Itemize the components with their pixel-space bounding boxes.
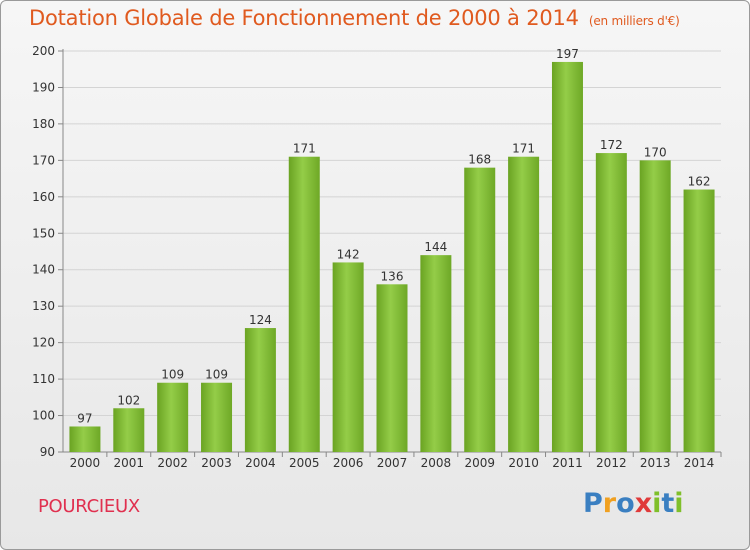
y-tick-label: 130 xyxy=(32,299,55,313)
data-label: 168 xyxy=(468,153,491,167)
x-tick-label: 2003 xyxy=(201,456,232,470)
data-label: 124 xyxy=(249,313,272,327)
y-tick-label: 90 xyxy=(40,445,55,459)
data-label: 171 xyxy=(512,142,535,156)
logo-letter: o xyxy=(616,488,635,519)
chart-units: (en milliers d'€) xyxy=(588,14,680,28)
x-tick-label: 2010 xyxy=(508,456,539,470)
x-tick-label: 2006 xyxy=(333,456,364,470)
bar xyxy=(376,284,408,452)
logo-letter: x xyxy=(634,488,653,519)
logo-letter: r xyxy=(602,488,617,519)
x-tick-label: 2004 xyxy=(245,456,276,470)
bar xyxy=(420,255,452,452)
data-label: 171 xyxy=(293,142,316,156)
x-tick-label: 2008 xyxy=(421,456,452,470)
logo-letter: i xyxy=(674,488,684,519)
logo-letter: t xyxy=(661,488,675,519)
x-tick-label: 2005 xyxy=(289,456,320,470)
data-label: 162 xyxy=(688,175,711,189)
bar xyxy=(113,408,145,452)
logo-letter: i xyxy=(652,488,662,519)
bars xyxy=(69,61,715,452)
bar xyxy=(332,262,364,452)
data-label: 102 xyxy=(117,393,140,407)
x-tick-label: 2002 xyxy=(157,456,188,470)
x-tick-label: 2001 xyxy=(114,456,145,470)
y-tick-labels: 90 100 110 120 130 140 150 160 170 180 190 200 xyxy=(32,44,55,459)
y-tick-label: 120 xyxy=(32,336,55,350)
x-tick-label: 2014 xyxy=(684,456,715,470)
data-labels: 97 102 109 109 124 171 142 136 144 168 171 197 172 17… xyxy=(77,47,710,426)
x-tick-labels: 2000 2001 2002 2003 2004 2005 2006 2007 2008 2009… xyxy=(70,456,715,470)
y-tick-label: 160 xyxy=(32,190,55,204)
bar xyxy=(683,189,715,452)
y-tick-label: 100 xyxy=(32,409,55,423)
x-tick-label: 2000 xyxy=(70,456,101,470)
bar xyxy=(201,382,233,452)
x-tick-label: 2007 xyxy=(377,456,408,470)
x-tick-label: 2012 xyxy=(596,456,627,470)
data-label: 97 xyxy=(77,411,92,425)
data-label: 144 xyxy=(424,240,447,254)
data-label: 136 xyxy=(381,269,404,283)
y-tick-label: 140 xyxy=(32,263,55,277)
x-tick-label: 2013 xyxy=(640,456,671,470)
y-tick-label: 190 xyxy=(32,80,55,94)
bar xyxy=(157,382,189,452)
bar xyxy=(551,61,583,452)
data-label: 197 xyxy=(556,47,579,61)
y-tick-label: 150 xyxy=(32,226,55,240)
y-tick-label: 110 xyxy=(32,372,55,386)
commune-name: POURCIEUX xyxy=(38,496,140,517)
logo-letter: P xyxy=(583,488,603,519)
x-tick-label: 2009 xyxy=(464,456,495,470)
y-tick-label: 200 xyxy=(32,44,55,58)
data-label: 142 xyxy=(337,247,360,261)
y-tick-label: 180 xyxy=(32,117,55,131)
bar xyxy=(464,167,496,452)
x-tick-label: 2011 xyxy=(552,456,583,470)
bar xyxy=(595,153,627,452)
bar xyxy=(639,160,671,452)
data-label: 109 xyxy=(205,368,228,382)
chart-title: Dotation Globale de Fonctionnement de 20… xyxy=(29,6,680,30)
data-label: 172 xyxy=(600,138,623,152)
chart-title-text: Dotation Globale de Fonctionnement de 20… xyxy=(29,6,579,30)
data-label: 170 xyxy=(644,145,667,159)
proxiti-logo: Proxiti xyxy=(583,488,684,519)
bar xyxy=(244,328,276,452)
bar xyxy=(288,156,320,452)
y-tick-label: 170 xyxy=(32,153,55,167)
bar xyxy=(69,426,101,452)
data-label: 109 xyxy=(161,368,184,382)
bar xyxy=(508,156,540,452)
